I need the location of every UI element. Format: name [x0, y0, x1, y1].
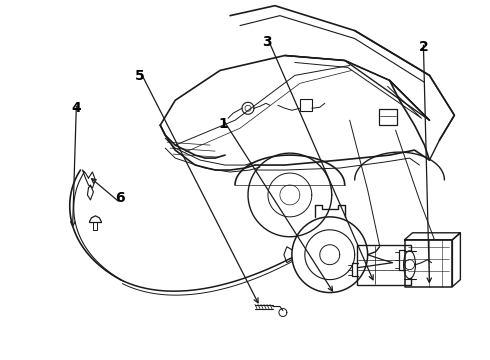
- Text: 4: 4: [72, 101, 81, 115]
- Text: 3: 3: [262, 35, 272, 49]
- FancyBboxPatch shape: [379, 109, 396, 125]
- Text: 1: 1: [218, 117, 228, 131]
- Bar: [300, 99, 312, 111]
- Text: 2: 2: [418, 40, 428, 54]
- FancyBboxPatch shape: [357, 245, 411, 285]
- Text: 6: 6: [116, 191, 125, 205]
- Ellipse shape: [404, 251, 416, 279]
- Text: 5: 5: [135, 69, 145, 83]
